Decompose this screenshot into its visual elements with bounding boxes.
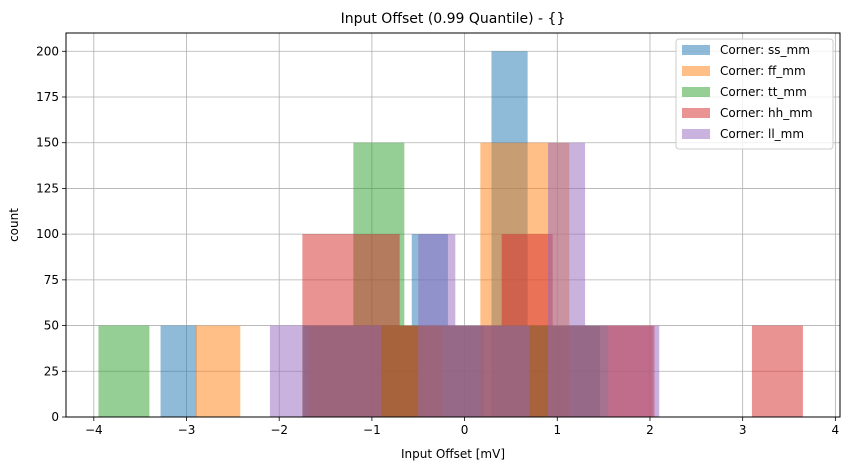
y-tick-label: 100 — [36, 227, 59, 241]
histogram-bar — [307, 325, 345, 417]
histogram-bar — [98, 325, 150, 417]
y-tick-label: 200 — [36, 44, 59, 58]
x-tick-label: 0 — [461, 423, 469, 437]
legend-label: Corner: tt_mm — [720, 85, 807, 99]
legend: Corner: ss_mm Corner: ff_mm Corner: tt_mm C… — [675, 38, 834, 150]
chart-title: Input Offset (0.99 Quantile) - {} — [341, 11, 566, 27]
x-tick-label: −4 — [85, 423, 103, 437]
histogram-bar — [455, 325, 493, 417]
legend-frame — [675, 38, 834, 150]
legend-label: Corner: hh_mm — [720, 106, 813, 120]
histogram-bar — [492, 325, 530, 417]
legend-label: Corner: ss_mm — [720, 43, 810, 57]
histogram-bar — [269, 325, 308, 417]
plot-frame — [65, 32, 841, 418]
histogram-bar — [160, 325, 197, 417]
legend-swatch — [682, 87, 710, 97]
histogram-bar — [585, 325, 623, 417]
histogram-bar — [344, 325, 382, 417]
x-tick-label: −1 — [363, 423, 381, 437]
y-tick-label: 50 — [44, 319, 59, 333]
x-tick-label: 4 — [832, 423, 840, 437]
y-tick-label: 125 — [36, 181, 59, 195]
y-tick-label: 0 — [51, 410, 59, 424]
histogram-bar — [548, 142, 586, 417]
legend-swatch — [682, 129, 710, 139]
y-tick-label: 150 — [36, 136, 59, 150]
legend-label: Corner: ll_mm — [720, 127, 804, 141]
legend-items: Corner: ss_mm Corner: ff_mm Corner: tt_mm C… — [682, 43, 813, 141]
legend-swatch — [682, 66, 710, 76]
histogram-bar — [195, 325, 241, 417]
x-tick-label: −3 — [178, 423, 196, 437]
y-tick-label: 175 — [36, 90, 59, 104]
x-tick-label: 2 — [646, 423, 654, 437]
x-axis-label: Input Offset [mV] — [401, 447, 505, 461]
series-corner-ll-mm — [269, 142, 660, 417]
histogram-bar — [622, 325, 660, 417]
histogram-bar — [751, 325, 803, 417]
y-axis-ticks: 0 25 50 75 100 125 150 175 200 — [36, 44, 66, 424]
y-tick-label: 75 — [44, 273, 59, 287]
x-tick-label: 3 — [739, 423, 747, 437]
legend-swatch — [682, 108, 710, 118]
y-axis-label: count — [7, 208, 21, 242]
histogram-bars — [98, 51, 803, 418]
legend-label: Corner: ff_mm — [720, 64, 806, 78]
x-tick-label: −2 — [270, 423, 288, 437]
histogram-bar — [418, 234, 456, 417]
x-axis-ticks: −4 −3 −2 −1 0 1 2 3 4 — [85, 417, 839, 437]
y-tick-label: 25 — [44, 364, 59, 378]
x-tick-label: 1 — [553, 423, 561, 437]
legend-swatch — [682, 45, 710, 55]
